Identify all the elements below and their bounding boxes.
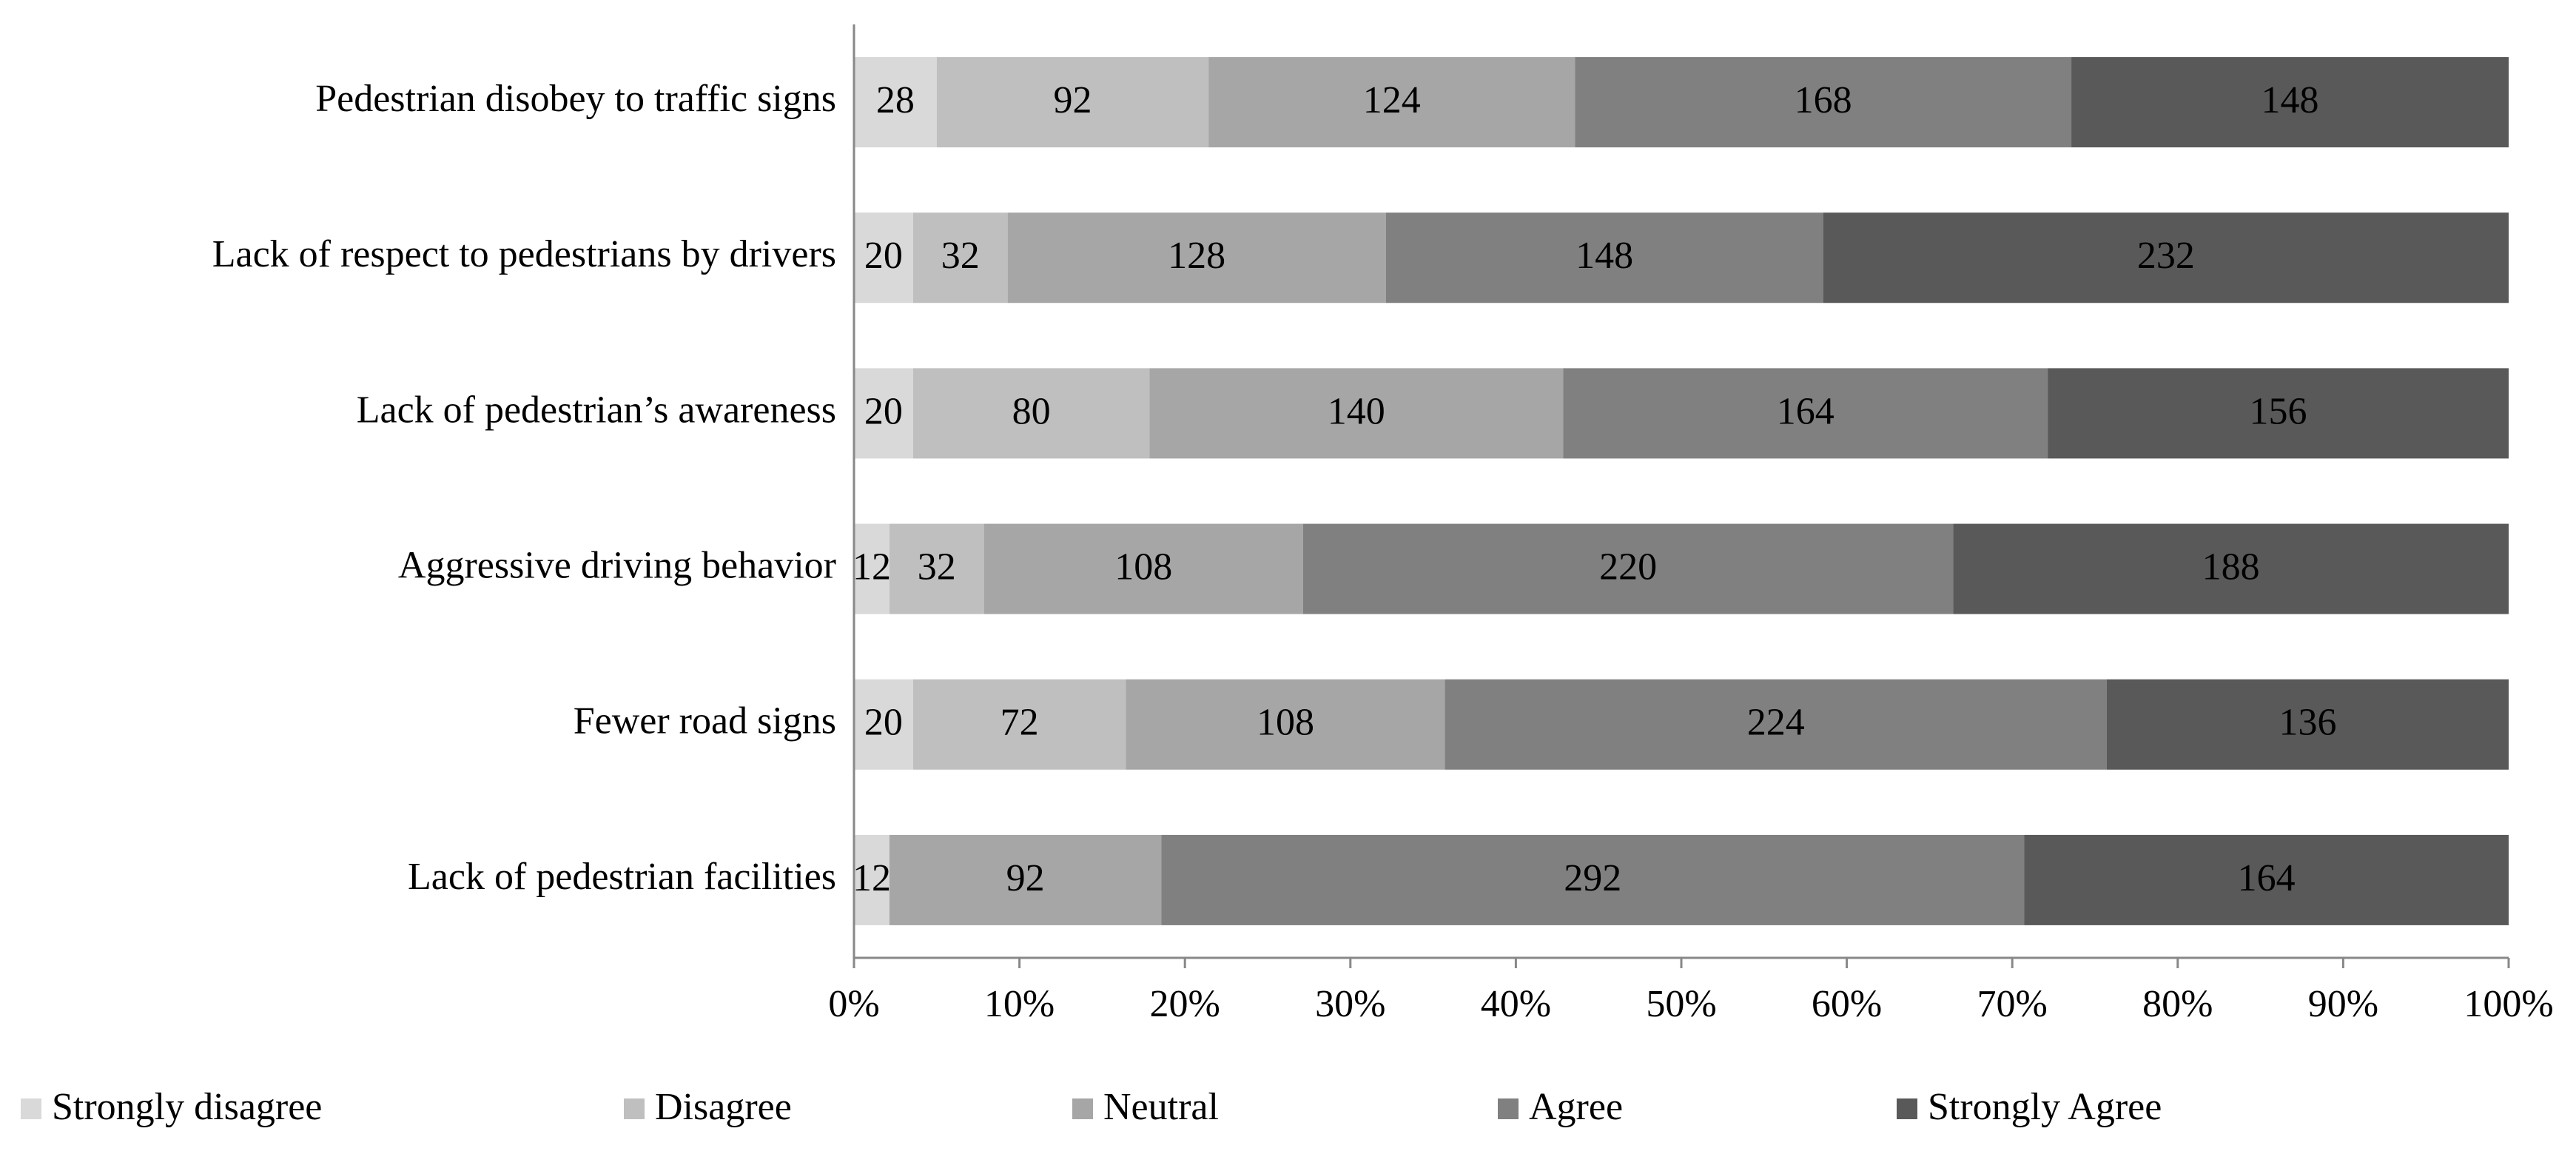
bar-segment	[854, 368, 913, 459]
data-label: 108	[1114, 546, 1172, 588]
data-label: 20	[864, 235, 903, 277]
legend-swatch	[624, 1098, 645, 1119]
legend-swatch	[21, 1098, 41, 1119]
data-label: 32	[941, 235, 980, 277]
legend-swatch	[1498, 1098, 1519, 1119]
data-label: 188	[2202, 546, 2260, 588]
bar-segment	[1823, 212, 2509, 303]
bar-segment	[1445, 679, 2107, 770]
data-label: 128	[1168, 235, 1225, 277]
legend-swatch	[1897, 1098, 1917, 1119]
bar-segment	[2071, 57, 2509, 148]
legend-label: Disagree	[655, 1086, 792, 1128]
legend-label: Strongly disagree	[52, 1086, 322, 1128]
data-label: 12	[852, 857, 891, 899]
y-tick-label: Aggressive driving behavior	[398, 545, 836, 587]
bar-segment	[854, 523, 890, 614]
y-tick-label: Lack of pedestrian’s awareness	[357, 389, 836, 431]
bar-segment	[1563, 368, 2048, 459]
y-tick-label: Fewer road signs	[574, 700, 836, 742]
bar-segment	[912, 212, 1008, 303]
x-tick-label: 30%	[1315, 983, 1385, 1025]
bar-segment	[912, 679, 1126, 770]
data-label: 12	[852, 546, 891, 588]
data-label: 108	[1257, 702, 1314, 744]
data-label: 164	[1777, 390, 1835, 432]
bar-segment	[2024, 834, 2509, 925]
bar-segment	[1161, 834, 2025, 925]
x-tick-label: 0%	[828, 983, 879, 1025]
data-label: 156	[2250, 390, 2307, 432]
bar-segment	[854, 212, 913, 303]
bar-segment	[2106, 679, 2509, 770]
bar-segment	[1302, 523, 1954, 614]
data-label: 32	[918, 546, 956, 588]
y-tick-label: Lack of pedestrian facilities	[408, 856, 836, 898]
x-tick-label: 20%	[1150, 983, 1220, 1025]
data-label: 20	[864, 702, 903, 744]
data-label: 20	[864, 390, 903, 432]
data-label: 80	[1012, 390, 1051, 432]
x-tick-label: 50%	[1646, 983, 1716, 1025]
x-tick-label: 70%	[1977, 983, 2048, 1025]
bar-segment	[889, 523, 984, 614]
legend-label: Agree	[1529, 1086, 1623, 1128]
data-label: 28	[876, 79, 915, 121]
legend-label: Neutral	[1103, 1086, 1219, 1128]
y-tick-label: Pedestrian disobey to traffic signs	[315, 78, 836, 120]
data-label: 140	[1328, 390, 1385, 432]
bar-segment	[1953, 523, 2509, 614]
legend-label: Strongly Agree	[1928, 1086, 2162, 1128]
bar-segment	[854, 57, 937, 148]
data-label: 92	[1006, 857, 1045, 899]
bar-segment	[1575, 57, 2072, 148]
data-label: 224	[1747, 702, 1805, 744]
data-label: 292	[1564, 857, 1621, 899]
data-label: 164	[2238, 857, 2296, 899]
data-label: 148	[1575, 235, 1633, 277]
x-tick-label: 60%	[1812, 983, 1882, 1025]
data-label: 148	[2261, 79, 2319, 121]
bar-segment	[1385, 212, 1823, 303]
bar-segment	[936, 57, 1209, 148]
x-tick-label: 40%	[1481, 983, 1551, 1025]
data-label: 124	[1363, 79, 1421, 121]
bar-segment	[854, 834, 890, 925]
x-tick-label: 100%	[2464, 983, 2553, 1025]
data-label: 72	[1001, 702, 1039, 744]
bar-segment	[854, 679, 913, 770]
y-tick-label: Lack of respect to pedestrians by driver…	[212, 233, 836, 275]
data-label: 220	[1599, 546, 1657, 588]
data-label: 92	[1053, 79, 1092, 121]
bar-segment	[983, 523, 1303, 614]
bar-segment	[912, 368, 1150, 459]
bar-segment	[889, 834, 1162, 925]
bar-segment	[1149, 368, 1564, 459]
data-label: 168	[1795, 79, 1852, 121]
bar-segment	[2048, 368, 2509, 459]
x-tick-label: 10%	[984, 983, 1055, 1025]
legend-swatch	[1072, 1098, 1093, 1119]
x-tick-label: 90%	[2308, 983, 2378, 1025]
bar-segment	[1126, 679, 1445, 770]
bar-segment	[1007, 212, 1386, 303]
x-tick-label: 80%	[2142, 983, 2213, 1025]
data-label: 136	[2279, 702, 2336, 744]
data-label: 232	[2137, 235, 2195, 277]
bar-segment	[1208, 57, 1575, 148]
